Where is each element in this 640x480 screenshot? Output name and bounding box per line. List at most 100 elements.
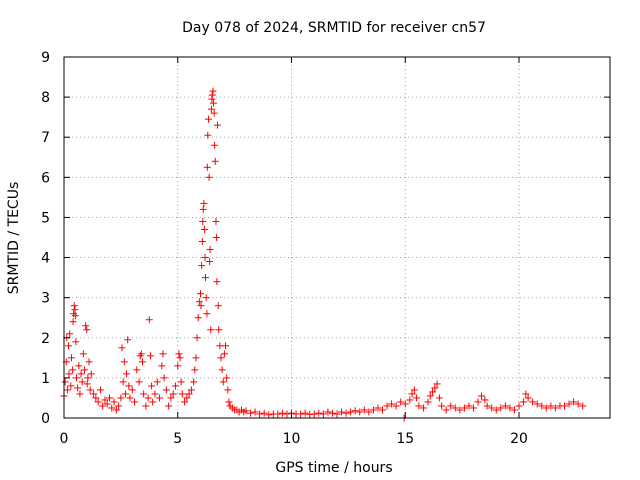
data-point <box>208 91 216 99</box>
data-point <box>460 404 468 412</box>
y-tick-label: 7 <box>41 130 50 146</box>
data-point <box>159 350 167 358</box>
data-point <box>433 380 441 388</box>
data-point <box>474 398 482 406</box>
data-point <box>435 394 443 402</box>
data-point <box>144 394 152 402</box>
data-point <box>69 366 77 374</box>
grid-lines <box>64 57 610 418</box>
data-point <box>61 378 69 386</box>
y-tick-label: 3 <box>41 291 50 307</box>
data-point <box>137 350 145 358</box>
data-point <box>200 199 208 207</box>
data-point <box>215 326 223 334</box>
data-point <box>356 408 364 416</box>
data-point <box>211 141 219 149</box>
data-point <box>561 402 568 410</box>
data-point <box>203 310 211 318</box>
data-point <box>174 362 182 370</box>
data-point <box>202 274 210 282</box>
data-point <box>87 370 95 378</box>
plot-frame <box>63 56 611 419</box>
data-point <box>328 409 336 417</box>
y-tick-label: 0 <box>41 411 50 427</box>
y-tick-label: 8 <box>41 90 50 106</box>
data-point <box>379 406 386 414</box>
data-point <box>121 390 129 398</box>
data-point <box>80 366 88 374</box>
data-point <box>191 366 199 374</box>
data-point <box>324 408 332 416</box>
data-point <box>477 392 485 400</box>
data-point <box>198 262 206 270</box>
data-point <box>214 302 222 310</box>
data-point <box>63 386 71 394</box>
data-point <box>251 408 259 416</box>
data-point <box>206 258 214 266</box>
data-point <box>78 378 86 386</box>
data-point <box>185 390 193 398</box>
data-point <box>74 384 82 392</box>
data-point <box>126 394 134 402</box>
data-points <box>60 87 587 422</box>
data-point <box>217 354 225 362</box>
data-point <box>106 394 113 402</box>
data-point <box>256 410 264 418</box>
data-point <box>201 225 209 233</box>
y-tick-label: 1 <box>41 371 50 387</box>
data-point <box>148 382 156 390</box>
data-point <box>520 398 528 406</box>
data-point <box>133 366 141 374</box>
y-tick-label: 6 <box>41 170 50 186</box>
data-point <box>77 370 85 378</box>
x-tick-label: 20 <box>510 431 528 447</box>
data-point <box>140 390 148 398</box>
data-point <box>70 302 78 310</box>
data-point <box>199 217 207 225</box>
data-point <box>83 380 91 388</box>
data-point <box>212 217 220 225</box>
data-point <box>342 409 350 417</box>
data-point <box>392 402 400 410</box>
y-tick-label: 4 <box>41 251 50 267</box>
data-point <box>207 326 215 334</box>
data-point <box>209 99 217 107</box>
data-point <box>124 336 132 344</box>
data-point <box>149 398 157 406</box>
data-point <box>73 374 81 382</box>
data-point <box>574 400 582 408</box>
data-point <box>301 409 309 417</box>
data-point <box>138 358 146 366</box>
data-point <box>338 408 346 416</box>
data-point <box>175 350 183 358</box>
data-point <box>120 358 128 366</box>
data-point <box>470 404 477 412</box>
y-axis-label: SRMTID / TECUs <box>6 182 22 295</box>
data-point <box>118 344 126 352</box>
data-point <box>65 370 73 378</box>
data-point <box>565 400 573 408</box>
data-point <box>203 163 211 171</box>
data-point <box>529 398 537 406</box>
data-point <box>156 394 164 402</box>
data-point <box>165 402 173 410</box>
data-point <box>212 234 220 241</box>
x-tick-label: 5 <box>173 431 182 447</box>
data-point <box>447 402 455 410</box>
data-point <box>365 408 373 416</box>
data-point <box>197 302 205 310</box>
data-point <box>90 390 98 398</box>
data-point <box>415 402 423 410</box>
data-point <box>538 402 546 410</box>
data-point <box>218 366 226 374</box>
data-point <box>369 406 377 414</box>
data-point <box>177 378 185 386</box>
data-point <box>197 290 204 298</box>
data-point <box>278 409 286 417</box>
data-point <box>82 322 90 330</box>
data-point <box>96 386 104 394</box>
data-point <box>204 131 212 139</box>
data-point <box>209 87 217 95</box>
data-point <box>178 390 186 398</box>
